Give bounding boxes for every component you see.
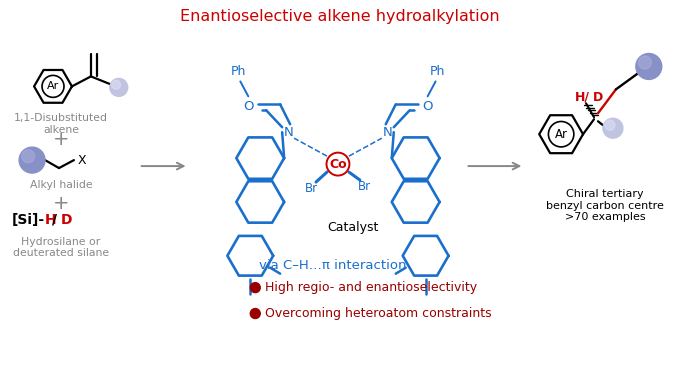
Circle shape — [639, 56, 651, 69]
Text: X: X — [78, 154, 86, 167]
Circle shape — [112, 80, 120, 89]
Text: Co: Co — [329, 158, 347, 171]
Circle shape — [603, 118, 623, 138]
Circle shape — [22, 150, 35, 163]
Text: Ar: Ar — [555, 128, 568, 141]
Text: N: N — [383, 126, 392, 139]
Text: +: + — [53, 194, 69, 214]
Text: Catalyst: Catalyst — [327, 221, 379, 234]
Circle shape — [19, 147, 45, 173]
Text: Br: Br — [358, 179, 371, 193]
Text: Chiral tertiary
benzyl carbon centre
>70 examples: Chiral tertiary benzyl carbon centre >70… — [546, 189, 664, 222]
Text: O: O — [243, 100, 254, 113]
Text: Ph: Ph — [231, 65, 246, 78]
Text: Hydrosilane or
deuterated silane: Hydrosilane or deuterated silane — [13, 237, 109, 258]
Text: via C–H…π interaction: via C–H…π interaction — [259, 259, 407, 272]
Circle shape — [605, 120, 615, 130]
Circle shape — [250, 283, 260, 293]
Circle shape — [636, 53, 662, 79]
Text: Overcoming heteroatom constraints: Overcoming heteroatom constraints — [265, 307, 492, 320]
Text: 1,1-Disubstituted
alkene: 1,1-Disubstituted alkene — [14, 113, 108, 135]
Text: D: D — [593, 91, 603, 104]
Text: O: O — [422, 100, 433, 113]
Text: H/: H/ — [575, 91, 590, 104]
Text: High regio- and enantioselectivity: High regio- and enantioselectivity — [265, 281, 477, 294]
Text: /: / — [52, 213, 57, 227]
Text: N: N — [284, 126, 293, 139]
Text: Enantioselective alkene hydroalkylation: Enantioselective alkene hydroalkylation — [180, 9, 500, 24]
Text: [Si]-: [Si]- — [12, 213, 45, 227]
Text: +: + — [53, 130, 69, 149]
Circle shape — [326, 153, 350, 176]
Text: Ar: Ar — [47, 81, 59, 91]
Circle shape — [109, 79, 128, 96]
Circle shape — [250, 309, 260, 318]
Text: Br: Br — [305, 182, 318, 194]
Text: D: D — [61, 213, 73, 227]
Text: Ph: Ph — [430, 65, 445, 78]
Text: Alkyl halide: Alkyl halide — [30, 180, 92, 190]
Text: H: H — [45, 213, 56, 227]
